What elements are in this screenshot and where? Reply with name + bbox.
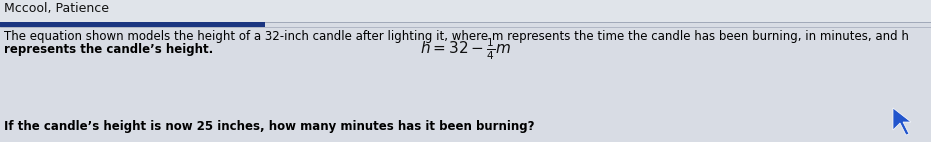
Text: The equation shown models the height of a 32-inch candle after lighting it, wher: The equation shown models the height of … [4, 30, 909, 43]
Bar [0, 22, 265, 27]
Bar [0, 22, 931, 142]
Polygon shape [893, 108, 911, 135]
Text: Mccool, Patience: Mccool, Patience [4, 2, 109, 15]
Bar [0, 0, 931, 22]
Text: represents the candle’s height.: represents the candle’s height. [4, 43, 213, 56]
Text: $h = 32 - \frac{1}{4}m$: $h = 32 - \frac{1}{4}m$ [420, 36, 511, 62]
Text: If the candle’s height is now 25 inches, how many minutes has it been burning?: If the candle’s height is now 25 inches,… [4, 120, 534, 133]
